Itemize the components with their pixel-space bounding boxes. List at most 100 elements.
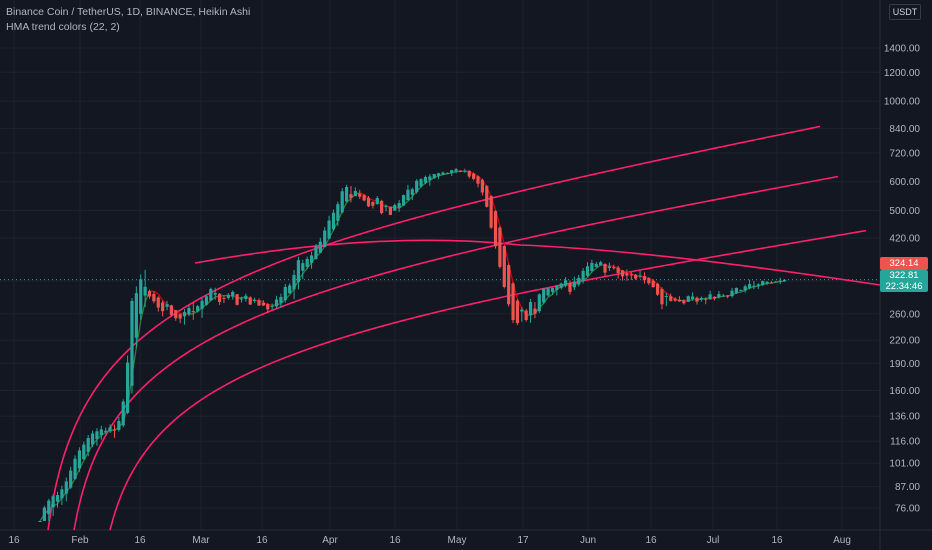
candle[interactable] [253,297,257,303]
candle[interactable] [161,300,165,317]
candle[interactable] [353,187,357,197]
candle[interactable] [90,430,95,448]
candle[interactable] [231,290,235,300]
candle[interactable] [279,293,283,308]
candle[interactable] [634,274,638,280]
candle[interactable] [147,289,152,299]
candle[interactable] [542,288,546,305]
candle[interactable] [415,179,419,194]
candle[interactable] [761,280,765,286]
candle[interactable] [340,188,344,214]
candle[interactable] [134,286,138,348]
candle[interactable] [625,269,629,281]
candle[interactable] [86,435,90,457]
candle[interactable] [485,184,489,208]
candle[interactable] [366,196,371,207]
candle[interactable] [559,282,563,290]
candle[interactable] [217,293,222,305]
candle[interactable] [226,293,230,300]
candle[interactable] [331,209,336,232]
candle[interactable] [375,196,379,205]
candle[interactable] [209,287,213,301]
candle[interactable] [288,283,292,294]
candle[interactable] [778,277,782,285]
candle[interactable] [454,168,458,174]
candle[interactable] [200,297,204,318]
candle[interactable] [585,262,590,278]
candle[interactable] [419,178,423,188]
candle[interactable] [743,284,747,293]
candle[interactable] [323,226,327,248]
candle[interactable] [441,171,445,175]
candle[interactable] [655,282,660,296]
candle[interactable] [515,299,520,326]
candle[interactable] [590,259,594,273]
candle[interactable] [647,277,651,286]
candle[interactable] [747,279,752,290]
candle[interactable] [717,290,721,299]
candle[interactable] [436,172,441,180]
candle[interactable] [314,243,318,260]
candle[interactable] [204,294,209,306]
candle[interactable] [318,237,322,254]
candle[interactable] [139,274,143,320]
candle[interactable] [493,210,498,249]
candle[interactable] [235,293,239,306]
indicator-label[interactable]: HMA trend colors (22, 2) [6,21,120,33]
candle[interactable] [450,169,454,176]
candle[interactable] [42,505,46,521]
candle[interactable] [533,302,537,319]
candle[interactable] [642,272,647,284]
candle[interactable] [121,399,125,428]
candle[interactable] [169,304,173,317]
candle[interactable] [774,281,778,283]
candle[interactable] [301,259,305,280]
candle[interactable] [463,168,467,173]
candle[interactable] [638,270,642,279]
candle[interactable] [397,200,401,212]
candle[interactable] [489,195,493,230]
candle[interactable] [612,264,616,270]
candle[interactable] [401,194,406,207]
candle[interactable] [69,466,73,489]
candle[interactable] [695,296,699,305]
candle[interactable] [428,174,432,186]
candle[interactable] [480,178,484,196]
candle[interactable] [239,296,244,303]
candle[interactable] [156,296,160,312]
candle[interactable] [336,201,340,226]
candle[interactable] [783,279,787,282]
candle[interactable] [187,305,191,317]
candle[interactable] [283,283,287,303]
candle[interactable] [726,294,730,299]
candle[interactable] [616,265,620,279]
candle[interactable] [607,262,611,272]
candle[interactable] [520,307,524,322]
candle[interactable] [524,308,528,322]
candle[interactable] [577,274,581,287]
candle[interactable] [568,280,572,295]
candle[interactable] [393,203,397,211]
candle[interactable] [423,175,428,185]
candle[interactable] [384,204,388,212]
candle[interactable] [274,295,279,309]
candle[interactable] [108,424,112,433]
candle[interactable] [546,288,550,297]
candle[interactable] [511,281,515,324]
candle[interactable] [669,293,673,302]
candle[interactable] [410,187,414,201]
candle[interactable] [432,173,436,179]
candle[interactable] [47,498,51,521]
candle[interactable] [712,296,717,301]
candle[interactable] [266,303,270,313]
candle[interactable] [327,215,331,240]
candle[interactable] [704,297,708,305]
candle[interactable] [691,292,695,301]
candle[interactable] [38,520,42,522]
candle[interactable] [673,297,677,302]
candle[interactable] [603,263,607,277]
candle[interactable] [507,263,511,307]
candle[interactable] [362,194,366,202]
candle[interactable] [99,425,103,440]
